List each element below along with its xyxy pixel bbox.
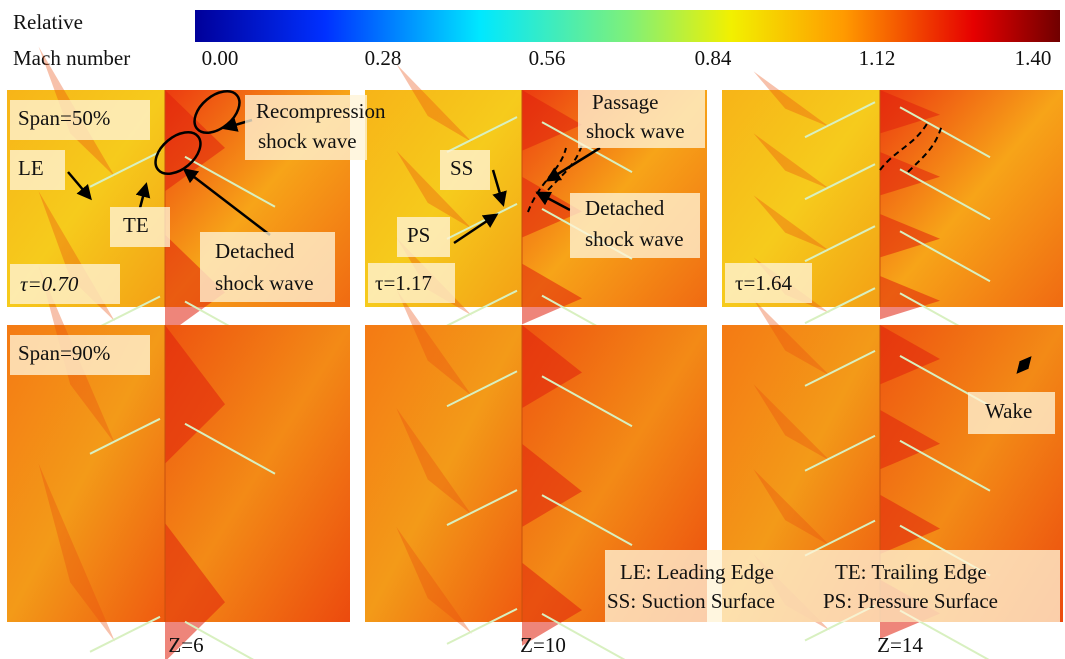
legend-entry: SS: Suction Surface — [607, 589, 775, 613]
column-label: Z=14 — [877, 633, 923, 657]
colorbar-tick: 0.56 — [529, 46, 566, 70]
tau-label: τ=0.70 — [20, 272, 79, 296]
column-label: Z=10 — [520, 633, 566, 657]
row-label: Span=50% — [18, 106, 110, 130]
legend-entry: LE: Leading Edge — [620, 560, 774, 584]
annotation: Passage — [592, 90, 659, 114]
annotation: Detached — [215, 239, 295, 263]
annotation: shock wave — [585, 227, 684, 251]
colorbar-title: Mach number — [13, 46, 130, 70]
tau-label: τ=1.17 — [375, 271, 432, 295]
legend-entry: TE: Trailing Edge — [835, 560, 987, 584]
tau-label: τ=1.64 — [735, 271, 793, 295]
annotation: Detached — [585, 196, 665, 220]
colorbar-tick: 0.28 — [365, 46, 402, 70]
annotation: shock wave — [586, 119, 685, 143]
legend-entry: PS: Pressure Surface — [823, 589, 998, 613]
annotation: TE — [123, 213, 149, 237]
colorbar-title: Relative — [13, 10, 83, 34]
row-label: Span=90% — [18, 341, 110, 365]
annotation: Wake — [985, 399, 1032, 423]
annotation: PS — [407, 223, 430, 247]
colorbar-tick: 0.00 — [202, 46, 239, 70]
colorbar-tick: 1.40 — [1015, 46, 1052, 70]
annotation: LE — [18, 156, 44, 180]
annotation: shock wave — [215, 271, 314, 295]
column-label: Z=6 — [168, 633, 203, 657]
colorbar — [195, 10, 1060, 42]
colorbar-tick: 0.84 — [695, 46, 732, 70]
annotation: Recompression — [256, 99, 386, 123]
annotation: shock wave — [258, 129, 357, 153]
figure: Relative Mach number 0.00 0.28 0.56 0.84… — [0, 0, 1065, 659]
colorbar-tick: 1.12 — [859, 46, 896, 70]
annotation: SS — [450, 156, 473, 180]
